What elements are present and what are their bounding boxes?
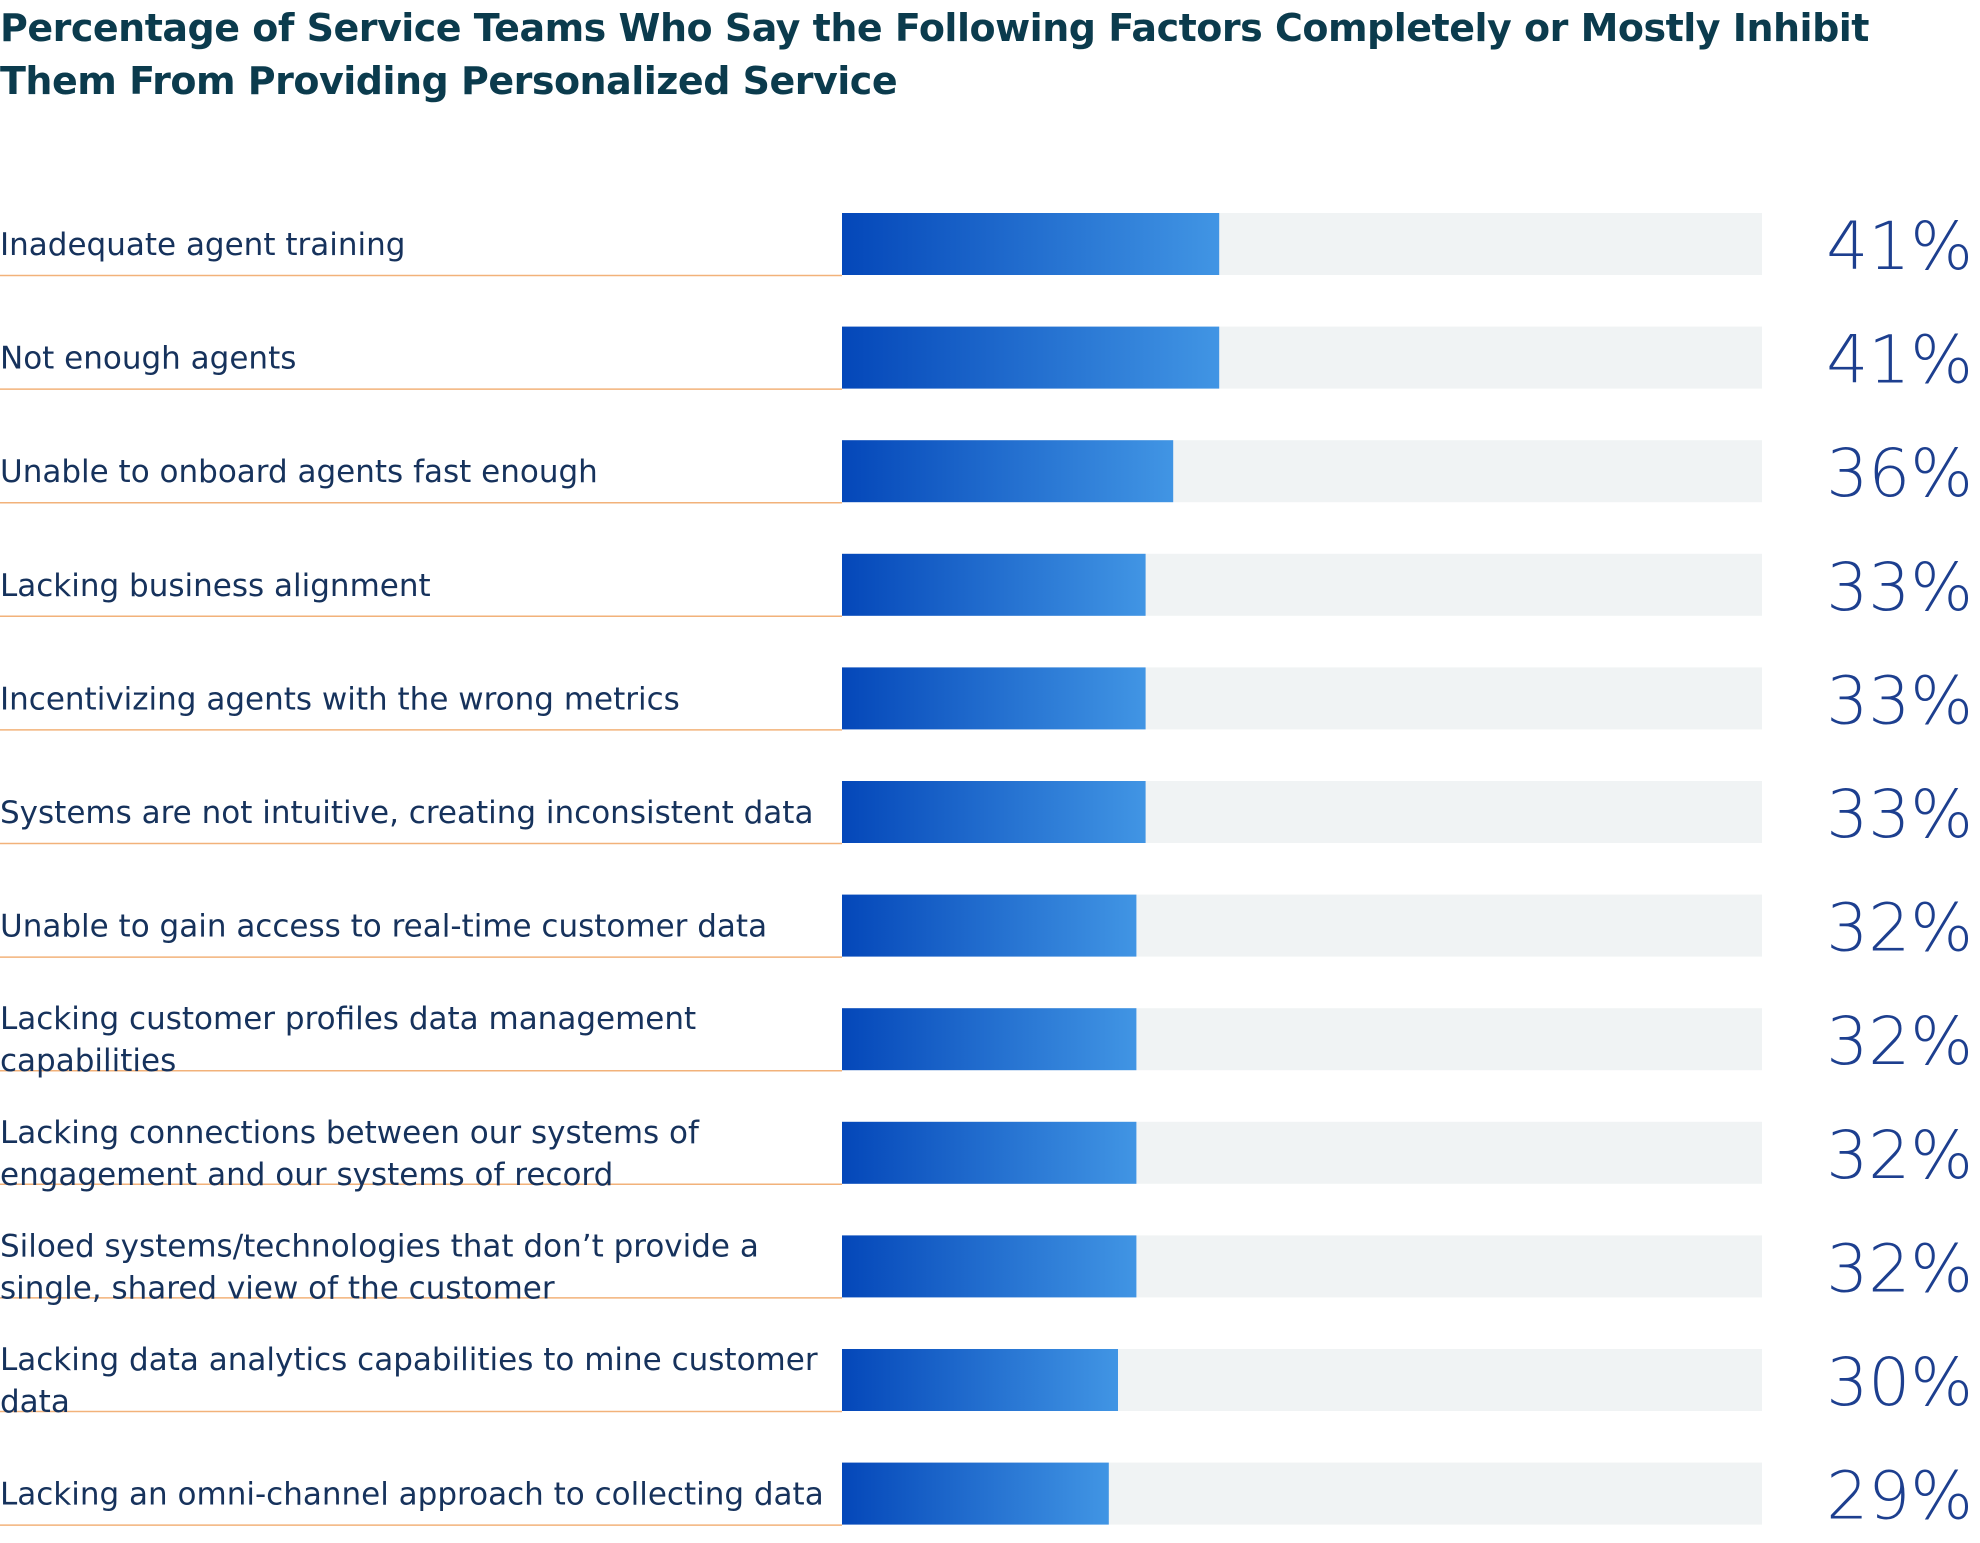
- value-label: 33%: [1826, 776, 1973, 853]
- category-label: Lacking an omni-channel approach to coll…: [0, 1477, 824, 1513]
- bar: [842, 1235, 1137, 1298]
- category-label: Siloed systems/technologies that don’t p…: [0, 1228, 759, 1306]
- category-label: Lacking business alignment: [0, 568, 431, 604]
- bar: [842, 213, 1220, 275]
- category-label: Lacking connections between our systems …: [0, 1115, 700, 1193]
- value-label: 33%: [1826, 549, 1973, 626]
- bar: [842, 326, 1220, 389]
- value-label: 30%: [1826, 1344, 1973, 1421]
- category-label: Lacking data analytics capabilities to m…: [0, 1342, 818, 1420]
- category-label: Systems are not intuitive, creating inco…: [0, 795, 813, 831]
- value-label: 32%: [1826, 1117, 1973, 1194]
- value-label: 32%: [1826, 890, 1973, 967]
- value-label: 32%: [1826, 1003, 1973, 1080]
- bar: [842, 440, 1174, 503]
- value-label: 33%: [1826, 662, 1973, 739]
- value-label: 41%: [1826, 322, 1973, 399]
- bar: [842, 1008, 1137, 1071]
- bar: [842, 894, 1137, 957]
- bar: [842, 1349, 1118, 1411]
- chart-title: Percentage of Service Teams Who Say the …: [0, 6, 1869, 103]
- category-label: Inadequate agent training: [0, 227, 405, 263]
- value-label: 41%: [1826, 208, 1973, 285]
- category-label: Unable to gain access to real-time custo…: [0, 909, 767, 945]
- category-label: Lacking customer profiles data managemen…: [0, 1001, 696, 1079]
- bar: [842, 553, 1146, 616]
- value-label: 29%: [1826, 1458, 1973, 1535]
- value-label: 32%: [1826, 1230, 1973, 1307]
- bar: [842, 1462, 1109, 1525]
- value-label: 36%: [1826, 435, 1973, 512]
- category-label: Unable to onboard agents fast enough: [0, 454, 598, 490]
- bar: [842, 781, 1146, 843]
- category-label: Not enough agents: [0, 341, 296, 377]
- category-label: Incentivizing agents with the wrong metr…: [0, 681, 680, 717]
- bar: [842, 667, 1146, 730]
- bar: [842, 1121, 1137, 1184]
